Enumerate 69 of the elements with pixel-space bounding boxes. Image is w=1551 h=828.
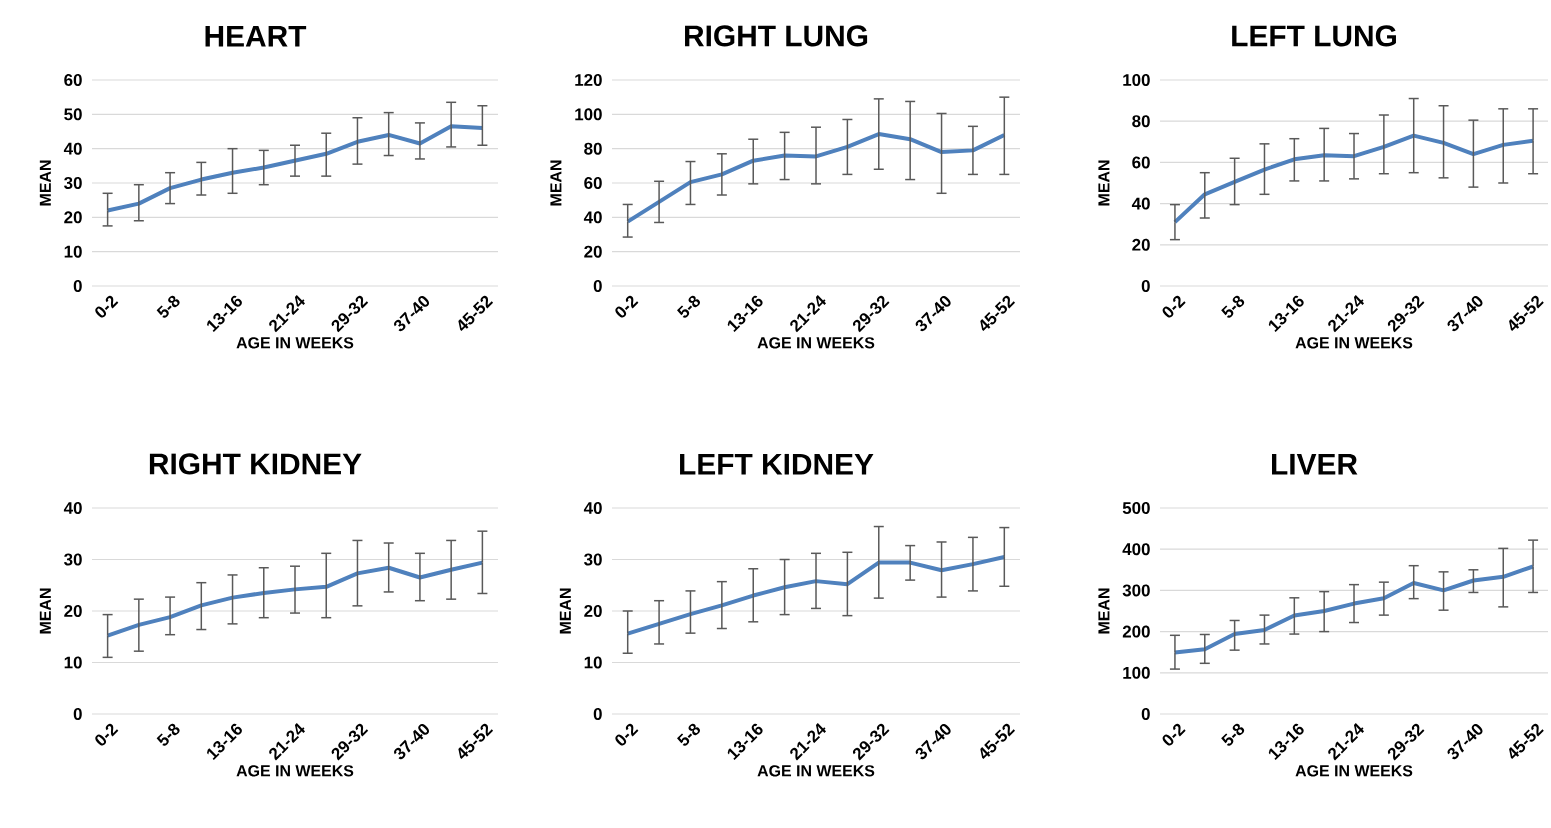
y-tick-label: 40 (583, 502, 602, 514)
y-tick-label: 0 (593, 708, 602, 720)
y-tick-label: 200 (1122, 625, 1150, 638)
y-tick-label: 20 (1132, 238, 1150, 251)
y-tick-label: 40 (1131, 197, 1150, 210)
x-tick-label: 5-8 (156, 295, 180, 318)
y-tick-label: 20 (584, 245, 602, 258)
x-axis-title: AGE IN WEEKS (757, 765, 875, 777)
y-tick-label: 80 (584, 142, 602, 155)
y-tick-label: 10 (584, 656, 602, 669)
y-tick-label: 40 (63, 142, 82, 155)
x-tick-label: 5-8 (677, 723, 701, 746)
x-tick-label: 0-2 (615, 295, 639, 318)
x-axis-title: AGE IN WEEKS (1295, 337, 1413, 349)
line-series (625, 132, 1007, 224)
y-tick-label: 0 (593, 279, 602, 292)
y-tick-label: 0 (73, 279, 82, 292)
y-tick-label: 10 (64, 656, 82, 669)
y-tick-label: 80 (1132, 115, 1150, 128)
x-tick-label: 0-2 (615, 723, 639, 746)
x-tick-label: 0-2 (95, 295, 119, 318)
x-tick-label: 5-8 (156, 723, 180, 746)
line-series (625, 554, 1007, 636)
y-tick-label: 500 (1122, 502, 1150, 514)
x-tick-label: 5-8 (677, 295, 701, 318)
y-tick-label: 300 (1122, 584, 1150, 597)
y-tick-label: 30 (64, 176, 82, 189)
x-axis-title: AGE IN WEEKS (757, 337, 875, 349)
chart-title: LIVER (1272, 453, 1358, 475)
y-tick-label: 100 (1123, 73, 1150, 86)
chart-title: RIGHT KIDNEY (149, 453, 362, 475)
y-tick-label: 60 (584, 176, 602, 189)
x-tick-label: 5-8 (1221, 723, 1245, 746)
y-tick-label: 100 (1123, 666, 1150, 679)
x-tick-label: 5-8 (1221, 295, 1245, 318)
x-axis-title: AGE IN WEEKS (1295, 765, 1413, 777)
chart-title: LEFT KIDNEY (680, 453, 874, 475)
y-tick-label: 0 (1141, 708, 1150, 720)
y-axis-title: MEAN (559, 588, 571, 634)
y-tick-label: 0 (73, 708, 82, 720)
y-tick-label: 50 (64, 108, 82, 121)
x-tick-label: 0-2 (1162, 723, 1186, 746)
chart-title: RIGHT LUNG (685, 25, 868, 47)
y-axis-title: MEAN (1098, 588, 1110, 634)
y-axis-title: MEAN (39, 588, 51, 634)
y-tick-label: 40 (63, 502, 82, 514)
y-tick-label: 30 (584, 553, 602, 566)
line-series (105, 560, 485, 638)
x-tick-label: 0-2 (95, 723, 119, 746)
x-axis-title: AGE IN WEEKS (236, 765, 354, 777)
y-tick-label: 400 (1122, 543, 1150, 556)
y-axis-title: MEAN (550, 160, 562, 206)
y-tick-label: 20 (584, 605, 602, 617)
y-axis-title: MEAN (1098, 160, 1110, 206)
chart-title: HEART (205, 25, 307, 47)
y-tick-label: 60 (1132, 156, 1150, 169)
x-axis-title: AGE IN WEEKS (236, 337, 354, 349)
y-tick-label: 60 (64, 73, 82, 86)
y-tick-label: 20 (64, 211, 82, 224)
y-tick-label: 40 (583, 211, 602, 224)
y-tick-label: 10 (64, 245, 82, 258)
y-axis-title: MEAN (39, 160, 51, 206)
x-tick-label: 0-2 (1162, 295, 1186, 318)
y-tick-label: 120 (575, 73, 602, 86)
y-tick-label: 20 (64, 605, 82, 617)
y-tick-label: 100 (575, 108, 602, 121)
chart-title: LEFT LUNG (1232, 25, 1396, 47)
y-tick-label: 30 (64, 553, 82, 566)
y-tick-label: 0 (1141, 279, 1150, 292)
